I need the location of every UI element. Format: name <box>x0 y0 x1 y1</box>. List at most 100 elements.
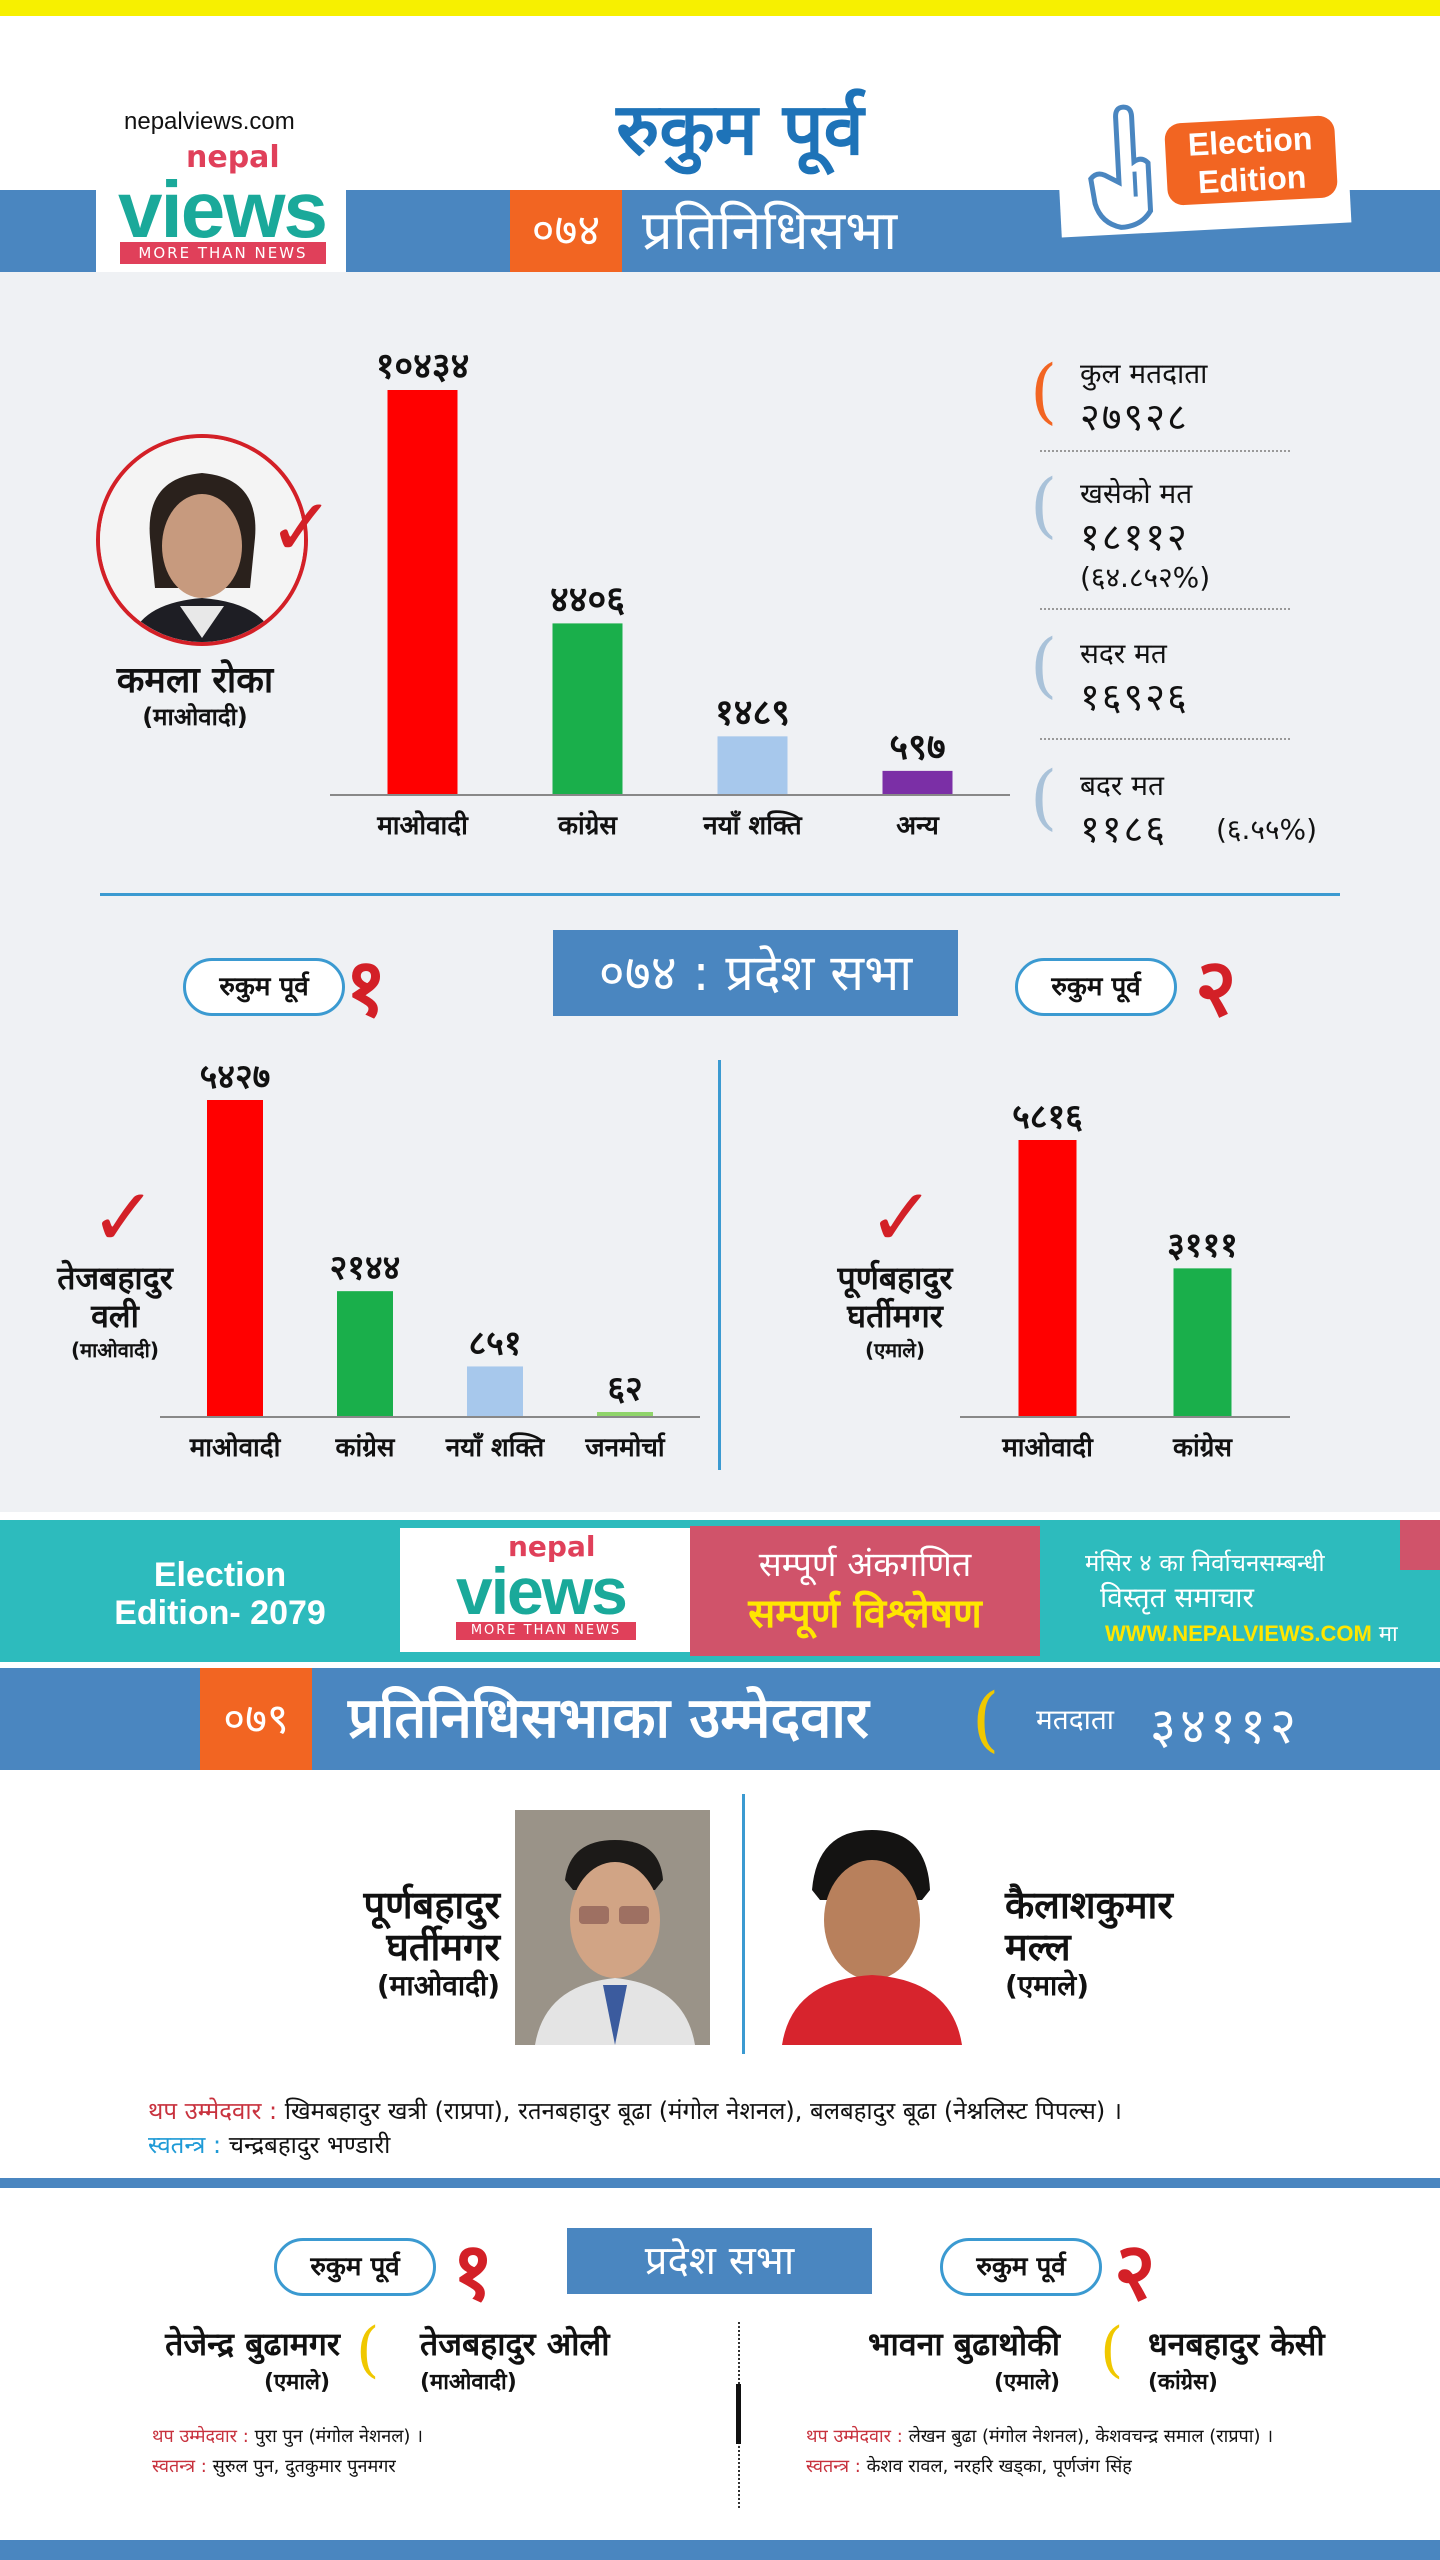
stat-label: बदर मत <box>1080 769 1164 802</box>
chart-value-label: ५८१६ <box>1012 1097 1083 1137</box>
banner-url-text[interactable]: WWW.NEPALVIEWS.COM <box>1105 1621 1372 1646</box>
candidate-photo <box>772 1810 967 2045</box>
chart-category-label: कांग्रेस <box>557 810 618 841</box>
candidate-name: तेजेन्द्र बुढामगर <box>165 2325 340 2363</box>
stat-accent-icon: ( <box>1030 624 1058 706</box>
seat-number: २ <box>1114 2225 1156 2318</box>
seat-number: १ <box>452 2225 494 2318</box>
chart-bar <box>1173 1268 1232 1416</box>
stat-extra: (६४.८५२%) <box>1080 561 1211 594</box>
hand-pointer-icon <box>1088 104 1154 230</box>
province-seat2-chart: ५८१६ माओवादी ३१११ कांग्रेस <box>960 1097 1290 1463</box>
banner-url-suffix: मा <box>1378 1622 1398 1647</box>
winner-photo <box>96 434 308 646</box>
seat-winner-name: तेजबहादुर <box>57 1259 173 1297</box>
logo-tagline: MORE THAN NEWS <box>120 242 326 264</box>
banner-corner-stripe <box>1400 1520 1440 1570</box>
chart-value-label: ३१११ <box>1167 1225 1238 1265</box>
chart-category-label: नयाँ शक्ति <box>445 1432 546 1463</box>
banner-logo-tagline: MORE THAN NEWS <box>456 1622 636 1640</box>
voters-accent-icon: ( <box>972 1678 1000 1760</box>
hor-2079-title: प्रतिनिधिसभाका उम्मेदवार <box>348 1686 869 1751</box>
winner-check-icon: ✓ <box>90 1171 158 1264</box>
seat-winner-party: (एमाले) <box>864 1338 926 1362</box>
section-bar <box>0 2178 1440 2188</box>
stats-panel: ( कुल मतदाता २७९२८ ( खसेको मत १८११२ (६४.… <box>1030 350 1360 870</box>
seat-winner-party: (माओवादी) <box>71 1338 159 1362</box>
candidate-portrait <box>515 1810 710 2045</box>
chart-category-label: माओवादी <box>376 810 469 841</box>
chart-category-label: कांग्रेस <box>1172 1432 1233 1463</box>
banner-right1: मंसिर ४ का निर्वाचनसम्बन्धी <box>1085 1549 1325 1577</box>
independent-candidates: स्वतन्त्र : सुरुल पुन, दुतकुमार पुनमगर <box>152 2454 396 2478</box>
stat-label: कुल मतदाता <box>1080 357 1208 390</box>
province-2074-title: ०७४ : प्रदेश सभा <box>553 930 958 1016</box>
candidate-party: (माओवादी) <box>376 1969 500 2002</box>
top-stripe <box>0 0 1440 16</box>
banner-tag1: सम्पूर्ण अंकगणित <box>758 1545 972 1585</box>
winner-party: (माओवादी) <box>142 703 248 731</box>
seat-winner-name: वली <box>91 1297 139 1335</box>
candidate-party: (एमाले) <box>263 2370 330 2395</box>
chart-category-label: कांग्रेस <box>335 1432 396 1463</box>
province-2079-title: प्रदेश सभा <box>567 2228 872 2294</box>
winner-check-icon: ✓ <box>868 1171 936 1264</box>
winner-portrait <box>100 438 304 642</box>
other-candidates-text: पुरा पुन (मंगोल नेशनल) । <box>254 2426 423 2447</box>
banner-url: WWW.NEPALVIEWS.COM मा <box>1105 1618 1398 1648</box>
province-seat1-chart: ५४२७ माओवादी २१४४ कांग्रेस ८५१ नयाँ शक्ति ६२ जन… <box>160 1057 700 1463</box>
seat-number: १ <box>345 941 387 1034</box>
candidate-divider <box>742 1794 745 2054</box>
other-candidates: थप उम्मेदवार : पुरा पुन (मंगोल नेशनल) । <box>152 2424 423 2448</box>
stat-value: १८११२ <box>1080 515 1189 559</box>
chart-value-label: १४८९ <box>715 692 790 733</box>
bottom-bar <box>0 2540 1440 2560</box>
stat-label: सदर मत <box>1080 637 1167 670</box>
candidate-party: (एमाले) <box>1005 1969 1090 2002</box>
logo-views: views <box>118 165 328 254</box>
stat-divider <box>1040 450 1290 452</box>
seat-winner-name: पूर्णबहादुर <box>837 1259 953 1297</box>
chart-value-label: २१४४ <box>330 1248 401 1288</box>
stat-accent-icon: ( <box>1030 464 1058 546</box>
winner-name: कमला रोका <box>116 660 274 701</box>
candidate-name: तेजबहादुर ओली <box>420 2325 610 2363</box>
candidate-party: (कांग्रेस) <box>1148 2370 1218 2395</box>
other-candidates-label: थप उम्मेदवार : <box>152 2426 249 2447</box>
candidate-name: कैलाशकुमार <box>1005 1883 1173 1927</box>
banner-edition-line2: Edition- 2079 <box>114 1594 326 1632</box>
candidate-portrait <box>772 1810 967 2045</box>
candidate-name: धनबहादुर केसी <box>1148 2325 1325 2363</box>
other-candidates: थप उम्मेदवार : लेखन बुढा (मंगोल नेशनल), … <box>806 2424 1273 2448</box>
chart-bar <box>552 623 623 794</box>
independent-candidates: स्वतन्त्र : चन्द्रबहादुर भण्डारी <box>148 2128 390 2161</box>
winner-check-icon: ✓ <box>268 481 336 574</box>
independent-label: स्वतन्त्र : <box>806 2456 861 2477</box>
stat-value: ११८६ <box>1080 807 1168 851</box>
seat-number: २ <box>1195 941 1237 1034</box>
chart-bar <box>882 770 953 794</box>
seat-pill: रुकुम पूर्व <box>940 2238 1102 2296</box>
hor-2079-voters-value: ३४११२ <box>1150 1697 1300 1755</box>
other-candidates: थप उम्मेदवार : खिमबहादुर खत्री (राप्रपा)… <box>148 2094 1122 2127</box>
seat-pill: रुकुम पूर्व <box>183 958 345 1016</box>
hor-2074-chart: १०४३४ माओवादी ४४०६ कांग्रेस १४८९ नयाँ शक्ति ५९… <box>330 346 1010 841</box>
stat-accent-icon: ( <box>1030 756 1058 838</box>
other-candidates-label: थप उम्मेदवार : <box>148 2097 278 2125</box>
stat-divider <box>1040 608 1290 610</box>
chart-bar <box>1018 1140 1077 1416</box>
province-2079-divider-mark <box>736 2384 741 2444</box>
separator-accent-icon: ( <box>356 2315 380 2385</box>
independent-text: चन्द्रबहादुर भण्डारी <box>228 2131 391 2159</box>
chart-bar <box>717 736 788 794</box>
banner-logo-views: views <box>456 1554 628 1628</box>
chart-value-label: ४४०६ <box>550 579 625 620</box>
seat-winner-name: घर्तीमगर <box>847 1297 943 1335</box>
chart-category-label: माओवादी <box>189 1432 282 1463</box>
hor-2079-year: ०७९ <box>200 1668 312 1770</box>
house-title: प्रतिनिधिसभा <box>642 199 898 262</box>
candidate-name: मल्ल <box>1005 1925 1071 1969</box>
stat-value: २७९२८ <box>1080 395 1189 439</box>
other-candidates-text: खिमबहादुर खत्री (राप्रपा), रतनबहादुर बूढ… <box>284 2097 1122 2125</box>
chart-bar <box>387 390 458 794</box>
